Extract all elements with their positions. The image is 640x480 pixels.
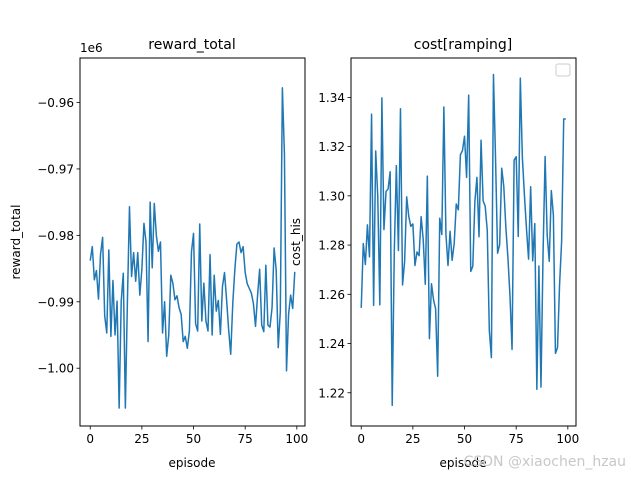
cost-ramping-title: cost[ramping] [414,37,512,53]
cost-ramping-ytick-label: 1.30 [318,189,345,203]
cost-ramping-ytick-label: 1.22 [318,386,345,400]
reward-total-ticks: 0 25 50 75 100 −0.96 −0.97 −0.98 −0.99 −1.00 [37,96,308,446]
cost-ramping-series-group [360,73,566,407]
cost-ramping-ytick-label: 1.24 [318,337,345,351]
cost-ramping-ylabel: cost_his [289,218,303,266]
reward-total-subplot: reward_total 1e6 0 25 50 75 100 −0.96 −0.97 −0.… [9,37,308,470]
cost-ramping-series-line [360,73,566,407]
reward-total-ytick-label: −0.98 [37,229,74,243]
cost-ramping-xlabel: episode [440,456,487,470]
reward-total-axes-frame [79,57,306,427]
cost-ramping-xtick-label: 100 [556,432,579,446]
reward-total-xtick-label: 25 [134,432,149,446]
reward-total-xtick-label: 50 [186,432,201,446]
cost-ramping-xtick-label: 50 [457,432,472,446]
watermark-text: CSDN @xiaochen_hzau [464,454,626,470]
reward-total-ytick-label: −0.97 [37,162,74,176]
reward-total-ylabel: reward_total [9,205,23,280]
cost-ramping-subplot: cost[ramping] 0 25 50 75 100 1.22 1.24 1.26 1.28… [289,37,579,470]
reward-total-xlabel: episode [169,456,216,470]
cost-ramping-ytick-label: 1.26 [318,288,345,302]
empty-legend-box [555,63,571,77]
cost-ramping-xtick-label: 0 [357,432,365,446]
cost-ramping-xtick-label: 25 [405,432,420,446]
reward-total-ytick-label: −1.00 [37,362,74,376]
cost-ramping-xtick-label: 75 [509,432,524,446]
reward-total-xtick-label: 0 [86,432,94,446]
reward-total-ytick-label: −0.96 [37,96,74,110]
reward-total-offset-label: 1e6 [80,41,103,55]
cost-ramping-ticks: 0 25 50 75 100 1.22 1.24 1.26 1.28 1.30 1.32 1.34 [318,91,579,446]
reward-total-ytick-label: −0.99 [37,295,74,309]
reward-total-xtick-label: 100 [285,432,308,446]
cost-ramping-ytick-label: 1.28 [318,239,345,253]
reward-total-title: reward_total [148,37,236,53]
cost-ramping-ytick-label: 1.34 [318,91,345,105]
cost-ramping-axes-frame [350,57,577,427]
reward-total-xtick-label: 75 [238,432,253,446]
reward-total-series-line [89,87,296,409]
cost-ramping-ytick-label: 1.32 [318,140,345,154]
reward-total-series-group [89,87,296,409]
